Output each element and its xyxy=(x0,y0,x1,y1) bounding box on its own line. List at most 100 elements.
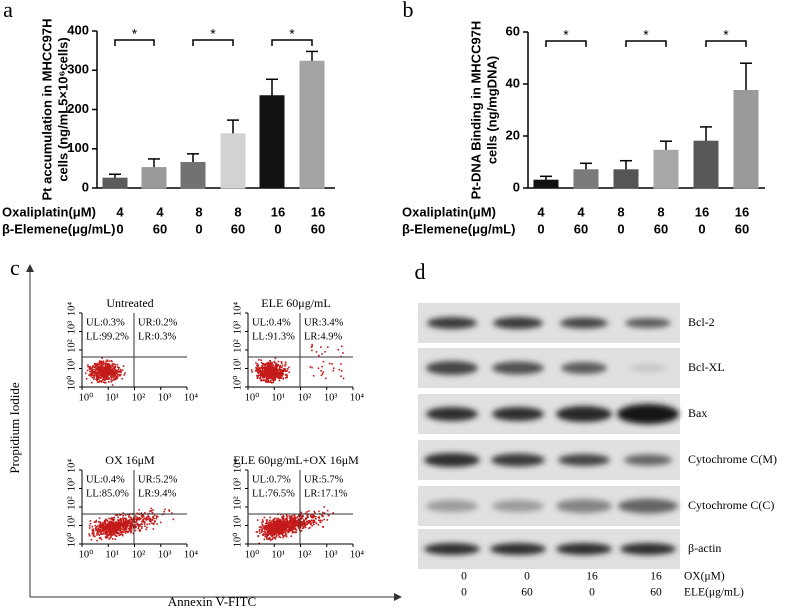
dot xyxy=(104,363,106,365)
dot xyxy=(326,509,329,512)
significance-label: * xyxy=(643,27,649,43)
dot xyxy=(277,521,280,524)
dot xyxy=(262,367,264,369)
dot xyxy=(115,524,117,527)
dot xyxy=(103,522,105,525)
dot xyxy=(108,534,110,536)
dot xyxy=(269,522,272,524)
dot xyxy=(263,367,265,370)
dot xyxy=(272,364,274,366)
dot xyxy=(99,362,102,365)
dot xyxy=(259,373,262,375)
dot xyxy=(111,372,113,375)
dot xyxy=(98,361,100,364)
dot xyxy=(108,526,111,529)
dot xyxy=(261,528,263,531)
dot xyxy=(119,517,122,520)
dot xyxy=(304,522,307,524)
dot xyxy=(267,372,269,374)
dot xyxy=(323,518,325,521)
dot xyxy=(275,362,278,365)
dot xyxy=(105,360,107,363)
dot xyxy=(272,528,275,531)
dot xyxy=(96,532,98,534)
dot xyxy=(119,514,121,516)
dot xyxy=(279,375,281,378)
dot xyxy=(117,371,120,373)
dot xyxy=(134,526,136,529)
dot xyxy=(124,525,127,527)
dot xyxy=(100,525,102,527)
dot xyxy=(312,521,314,524)
dot xyxy=(92,535,95,537)
dot xyxy=(315,516,317,518)
dot xyxy=(122,527,124,529)
row-label: Oxaliplatin(μM) xyxy=(402,204,496,219)
dot xyxy=(284,520,286,522)
dot xyxy=(93,366,96,369)
dot xyxy=(291,515,294,517)
dot xyxy=(153,517,155,520)
dot xyxy=(310,522,312,524)
dot xyxy=(282,368,285,371)
dot xyxy=(268,521,270,523)
dot xyxy=(110,524,112,527)
panel-label: c xyxy=(10,255,20,280)
dot xyxy=(286,530,289,532)
dot xyxy=(279,532,281,535)
dot xyxy=(302,521,304,523)
dot xyxy=(111,365,114,367)
dot xyxy=(88,368,91,370)
y-tick-label: 20 xyxy=(506,127,520,142)
dot xyxy=(134,529,137,532)
dot xyxy=(152,509,154,511)
dot xyxy=(92,528,94,530)
dot xyxy=(119,370,121,372)
dot xyxy=(262,520,264,523)
dot xyxy=(99,369,101,372)
dot xyxy=(260,380,263,382)
dot xyxy=(112,379,114,381)
dot xyxy=(95,376,98,379)
dot xyxy=(102,531,105,533)
dot xyxy=(307,516,309,519)
dot xyxy=(98,369,100,371)
dot xyxy=(275,527,277,529)
dot xyxy=(106,520,108,522)
row-value: 16 xyxy=(311,204,325,219)
dot xyxy=(264,379,266,382)
dot xyxy=(95,519,97,522)
dot xyxy=(113,378,116,381)
dot xyxy=(130,531,132,534)
dot xyxy=(290,535,293,537)
dot xyxy=(294,520,297,523)
dot xyxy=(151,511,153,514)
dot xyxy=(258,526,261,528)
dot xyxy=(141,516,144,519)
dot xyxy=(310,346,313,348)
dot xyxy=(144,512,146,514)
dot xyxy=(90,369,93,371)
dot xyxy=(277,527,279,530)
row-value: 0 xyxy=(698,221,705,236)
dot xyxy=(280,371,282,373)
dot xyxy=(115,369,117,371)
dot xyxy=(104,366,106,369)
dot xyxy=(108,530,110,532)
dot xyxy=(269,524,272,527)
dot xyxy=(301,517,304,519)
dot xyxy=(130,526,132,528)
dot xyxy=(273,528,276,530)
dot xyxy=(114,538,117,541)
x-tick-label: 10⁰ xyxy=(245,548,261,560)
dot xyxy=(101,522,104,524)
dot xyxy=(266,522,268,525)
dot xyxy=(291,520,293,523)
dot xyxy=(268,523,270,525)
dot xyxy=(149,518,152,521)
dot xyxy=(304,524,307,527)
row-value: 8 xyxy=(234,204,241,219)
dot xyxy=(261,379,264,382)
row-value: 60 xyxy=(574,221,588,236)
dot xyxy=(313,515,316,517)
